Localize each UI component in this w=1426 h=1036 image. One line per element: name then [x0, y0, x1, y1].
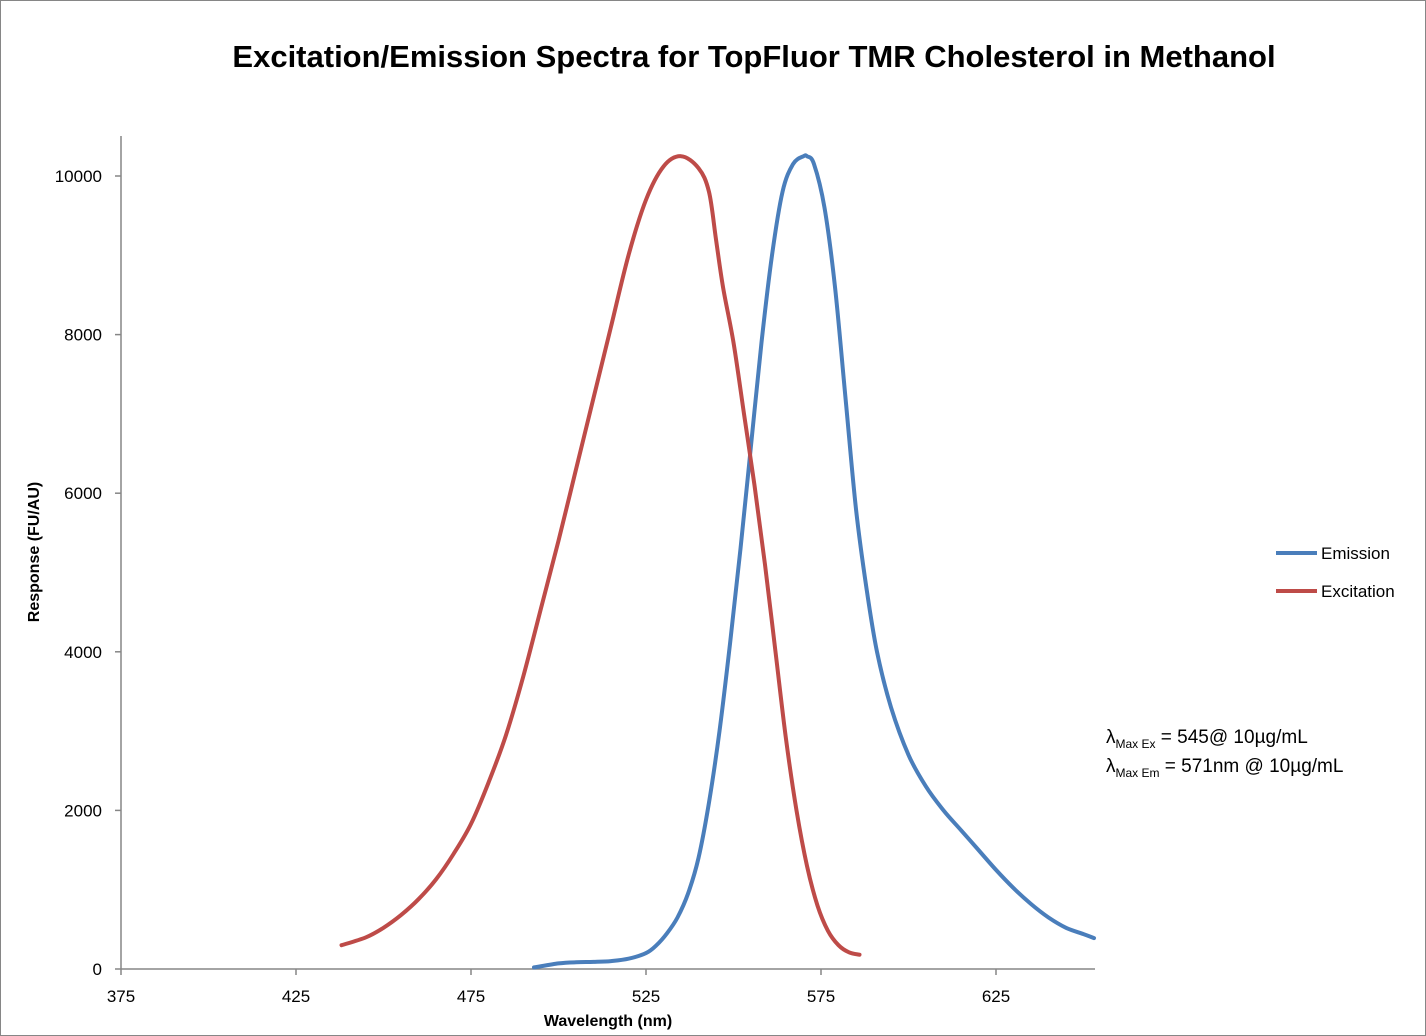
- chart-title: Excitation/Emission Spectra for TopFluor…: [232, 39, 1275, 74]
- y-tick-label: 0: [93, 960, 102, 979]
- y-ticks: 0 2000 4000 6000 8000 10000: [55, 167, 121, 979]
- y-tick-label: 2000: [64, 801, 102, 820]
- x-tick-label: 625: [982, 987, 1010, 1006]
- x-tick-label: 475: [457, 987, 485, 1006]
- y-axis-title: Response (FU/AU): [26, 482, 43, 622]
- lambda-max-annotation: λMax Ex = 545@ 10µg/mL λMax Em = 571nm @…: [1106, 724, 1343, 782]
- y-tick-label: 8000: [64, 326, 102, 345]
- lambda-symbol: λ: [1106, 727, 1116, 748]
- legend: Emission Excitation: [1276, 544, 1395, 601]
- x-tick-label: 575: [807, 987, 835, 1006]
- axes: [120, 136, 1095, 970]
- legend-label-emission: Emission: [1321, 544, 1390, 563]
- annotation-subscript-ex: Max Ex: [1115, 737, 1156, 751]
- x-tick-label: 375: [107, 987, 135, 1006]
- series-layer: [339, 153, 1096, 970]
- x-ticks: 375 425 475 525 575 625: [107, 969, 1010, 1006]
- y-tick-label: 4000: [64, 643, 102, 662]
- annotation-line-ex: λMax Ex = 545@ 10µg/mL: [1106, 724, 1343, 753]
- annotation-line-em: λMax Em = 571nm @ 10µg/mL: [1106, 753, 1343, 782]
- annotation-value-em: = 571nm @ 10µg/mL: [1159, 756, 1344, 777]
- series-line-excitation: [339, 154, 862, 957]
- lambda-symbol: λ: [1106, 756, 1116, 777]
- y-tick-label: 6000: [64, 484, 102, 503]
- x-axis-title: Wavelength (nm): [544, 1013, 672, 1030]
- x-tick-label: 525: [632, 987, 660, 1006]
- series-line-emission: [532, 153, 1096, 970]
- annotation-value-ex: = 545@ 10µg/mL: [1155, 727, 1308, 748]
- legend-label-excitation: Excitation: [1321, 582, 1395, 601]
- annotation-subscript-em: Max Em: [1115, 766, 1160, 780]
- y-tick-label: 10000: [55, 167, 102, 186]
- x-tick-label: 425: [282, 987, 310, 1006]
